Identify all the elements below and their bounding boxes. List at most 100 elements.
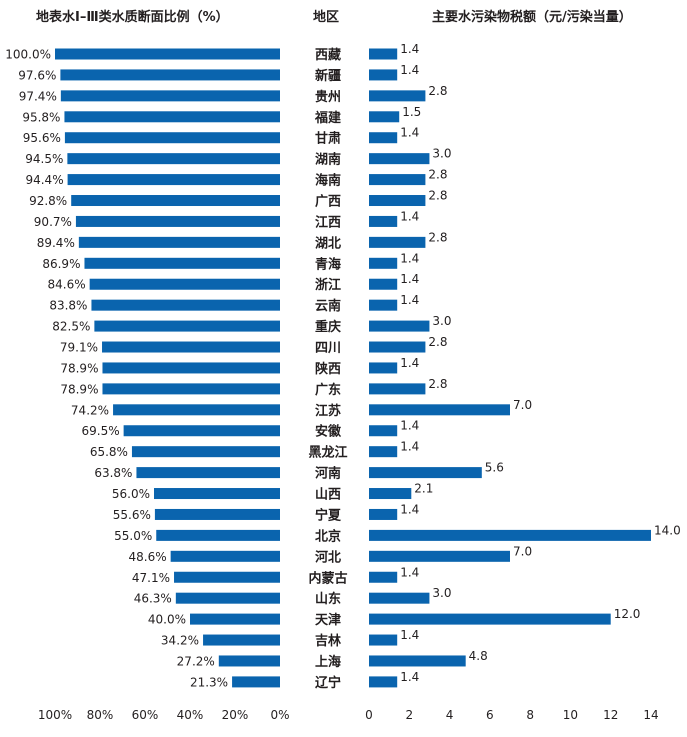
region-label: 广西	[315, 194, 341, 210]
left-bar	[123, 425, 280, 437]
region-label: 宁夏	[315, 507, 342, 523]
right-bar-label: 1.4	[400, 42, 419, 56]
left-bar	[67, 153, 280, 165]
right-axis-tick-label: 10	[563, 708, 578, 722]
region-label: 安徽	[315, 424, 342, 440]
left-bar	[60, 90, 280, 102]
region-column-title: 地区	[313, 10, 340, 25]
right-bar	[369, 613, 611, 625]
left-bar	[75, 215, 280, 227]
right-axis-tick-label: 0	[365, 708, 373, 722]
right-axis-tick-label: 12	[603, 708, 618, 722]
left-axis-tick-label: 40%	[177, 708, 204, 722]
left-bar-label: 90.7%	[34, 215, 72, 229]
left-bar	[64, 111, 280, 123]
left-chart-title: 地表水Ⅰ–Ⅲ类水质断面比例（%）	[36, 10, 229, 25]
right-bar	[369, 90, 426, 102]
right-bar-label: 1.4	[400, 440, 419, 454]
right-bar	[369, 215, 398, 227]
left-bar-label: 21.3%	[190, 675, 228, 689]
region-label: 福建	[314, 110, 341, 126]
right-bar-label: 2.1	[414, 482, 433, 496]
left-bar-label: 65.8%	[90, 445, 128, 459]
left-bar	[55, 48, 280, 60]
left-bar-label: 89.4%	[37, 236, 75, 250]
right-bar	[369, 404, 510, 416]
region-label: 新疆	[315, 68, 341, 84]
right-bar-label: 1.4	[400, 565, 419, 579]
region-label: 陕西	[315, 361, 341, 377]
right-bar	[369, 299, 398, 311]
left-bar	[91, 299, 280, 311]
right-bar	[369, 132, 398, 144]
left-bar-label: 34.2%	[161, 634, 199, 648]
right-bar	[369, 362, 398, 374]
region-label: 四川	[315, 341, 341, 356]
left-bar	[84, 257, 280, 269]
right-bar-label: 1.4	[400, 251, 419, 265]
left-bar-label: 78.9%	[60, 361, 98, 375]
right-bar	[369, 446, 398, 458]
left-bar-label: 83.8%	[49, 299, 87, 313]
right-bar	[369, 508, 398, 520]
left-bar	[113, 404, 280, 416]
right-bar	[369, 111, 400, 123]
left-axis-tick-label: 100%	[38, 708, 72, 722]
left-bar	[136, 467, 280, 479]
right-bar	[369, 425, 398, 437]
right-bar	[369, 48, 398, 60]
left-bar	[78, 236, 280, 248]
region-label: 青海	[315, 256, 341, 272]
right-bar	[369, 320, 430, 332]
right-axis-tick-label: 8	[526, 708, 534, 722]
right-bar-label: 1.4	[400, 356, 419, 370]
left-bar	[170, 550, 280, 562]
right-bar-label: 1.4	[400, 293, 419, 307]
right-bar-label: 1.4	[400, 63, 419, 77]
right-bar-label: 2.8	[428, 335, 447, 349]
right-bar	[369, 655, 466, 667]
region-label: 甘肃	[315, 131, 341, 147]
right-bar-label: 1.4	[400, 670, 419, 684]
right-chart-title: 主要水污染物税额（元/污染当量）	[432, 10, 632, 25]
left-bar-label: 100.0%	[5, 48, 51, 62]
left-bar	[67, 174, 280, 186]
right-axis-tick-label: 6	[486, 708, 494, 722]
left-bar	[60, 69, 281, 81]
region-label: 黑龙江	[308, 445, 347, 461]
left-bar	[218, 655, 280, 667]
right-bar	[369, 592, 430, 604]
region-label: 湖北	[315, 236, 341, 251]
left-bar-label: 56.0%	[112, 487, 150, 501]
right-bar-label: 1.4	[400, 126, 419, 140]
left-bar	[102, 362, 280, 374]
right-axis-tick-label: 2	[405, 708, 413, 722]
right-bar	[369, 278, 398, 290]
region-label: 贵州	[315, 89, 341, 105]
left-bar-label: 95.8%	[22, 110, 60, 124]
right-bar	[369, 550, 510, 562]
right-bar	[369, 153, 430, 165]
left-bar	[71, 195, 280, 207]
right-axis-tick-label: 4	[446, 708, 454, 722]
left-bar	[154, 488, 280, 500]
region-label: 北京	[315, 528, 341, 544]
right-bar-label: 2.8	[428, 168, 447, 182]
right-bar	[369, 257, 398, 269]
region-label: 内蒙古	[308, 570, 347, 586]
right-bar-label: 1.5	[402, 105, 421, 119]
left-bar	[156, 529, 280, 541]
left-bar-label: 55.6%	[113, 508, 151, 522]
left-bar-label: 97.4%	[19, 89, 57, 103]
left-bar-label: 40.0%	[148, 613, 186, 627]
region-label: 河南	[315, 466, 341, 482]
left-bar-label: 47.1%	[132, 571, 170, 585]
right-bar	[369, 488, 412, 500]
right-bar	[369, 529, 651, 541]
left-bar	[102, 383, 280, 395]
right-bar	[369, 174, 426, 186]
region-label: 上海	[315, 654, 341, 670]
left-bar-label: 94.4%	[25, 173, 63, 187]
right-bar	[369, 571, 398, 583]
